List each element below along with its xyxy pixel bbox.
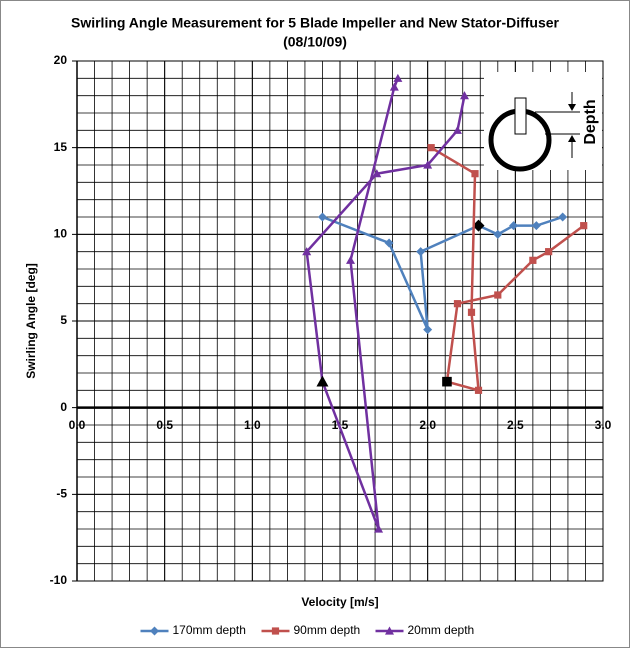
arrow-head: [568, 135, 576, 142]
x-tick-label: 0.5: [156, 418, 173, 432]
marker: [384, 238, 394, 248]
y-tick-label: 5: [60, 313, 67, 327]
marker: [442, 376, 452, 387]
marker: [453, 300, 462, 308]
x-tick-label: 2.0: [419, 418, 436, 432]
y-tick-label: 0: [60, 400, 67, 414]
legend-label: 90mm depth: [294, 623, 361, 637]
y-tick-label: 15: [54, 140, 68, 154]
marker: [558, 212, 568, 222]
marker: [393, 73, 403, 82]
marker: [427, 144, 435, 152]
y-tick-label: 20: [54, 53, 68, 67]
marker: [302, 247, 312, 256]
marker: [509, 221, 519, 231]
chart-title: Swirling Angle Measurement for 5 Blade I…: [71, 15, 560, 31]
marker: [467, 308, 476, 316]
marker: [531, 221, 541, 231]
legend-label: 20mm depth: [408, 623, 475, 637]
marker: [471, 170, 479, 178]
marker: [317, 212, 327, 222]
marker: [389, 82, 399, 91]
marker: [529, 256, 537, 264]
marker: [346, 255, 356, 264]
legend: 170mm depth 90mm depth 20mm depth: [140, 623, 475, 637]
marker: [316, 375, 329, 387]
x-tick-label: 2.5: [507, 418, 524, 432]
marker: [459, 91, 469, 100]
arrow-head: [568, 104, 576, 111]
y-tick-label: -10: [50, 573, 68, 587]
series-line: [430, 146, 585, 393]
marker: [474, 386, 483, 394]
y-tick-label: 10: [54, 227, 68, 241]
marker: [493, 229, 503, 239]
y-axis-label: Swirling Angle [deg]: [24, 263, 38, 379]
marker: [385, 626, 394, 635]
plot: [302, 73, 588, 533]
marker: [494, 291, 502, 299]
marker: [271, 627, 280, 635]
marker: [423, 160, 433, 169]
x-tick-label: 3.0: [595, 418, 612, 432]
marker: [580, 222, 588, 230]
x-axis-label: Velocity [m/s]: [301, 595, 378, 609]
x-tick-label: 1.0: [244, 418, 261, 432]
y-tick-label: -5: [56, 487, 67, 501]
probe: [514, 97, 527, 135]
marker: [372, 169, 382, 178]
marker: [416, 247, 426, 257]
series-line: [305, 77, 466, 530]
marker: [374, 524, 384, 533]
legend-label: 170mm depth: [173, 623, 246, 637]
inset-label: Depth: [582, 99, 599, 144]
chart-subtitle: (08/10/09): [283, 34, 347, 50]
marker: [545, 248, 553, 256]
marker: [423, 325, 433, 335]
marker: [452, 125, 462, 134]
marker: [150, 626, 159, 636]
marker: [472, 219, 485, 232]
inset-diagram: Depth: [484, 72, 602, 172]
